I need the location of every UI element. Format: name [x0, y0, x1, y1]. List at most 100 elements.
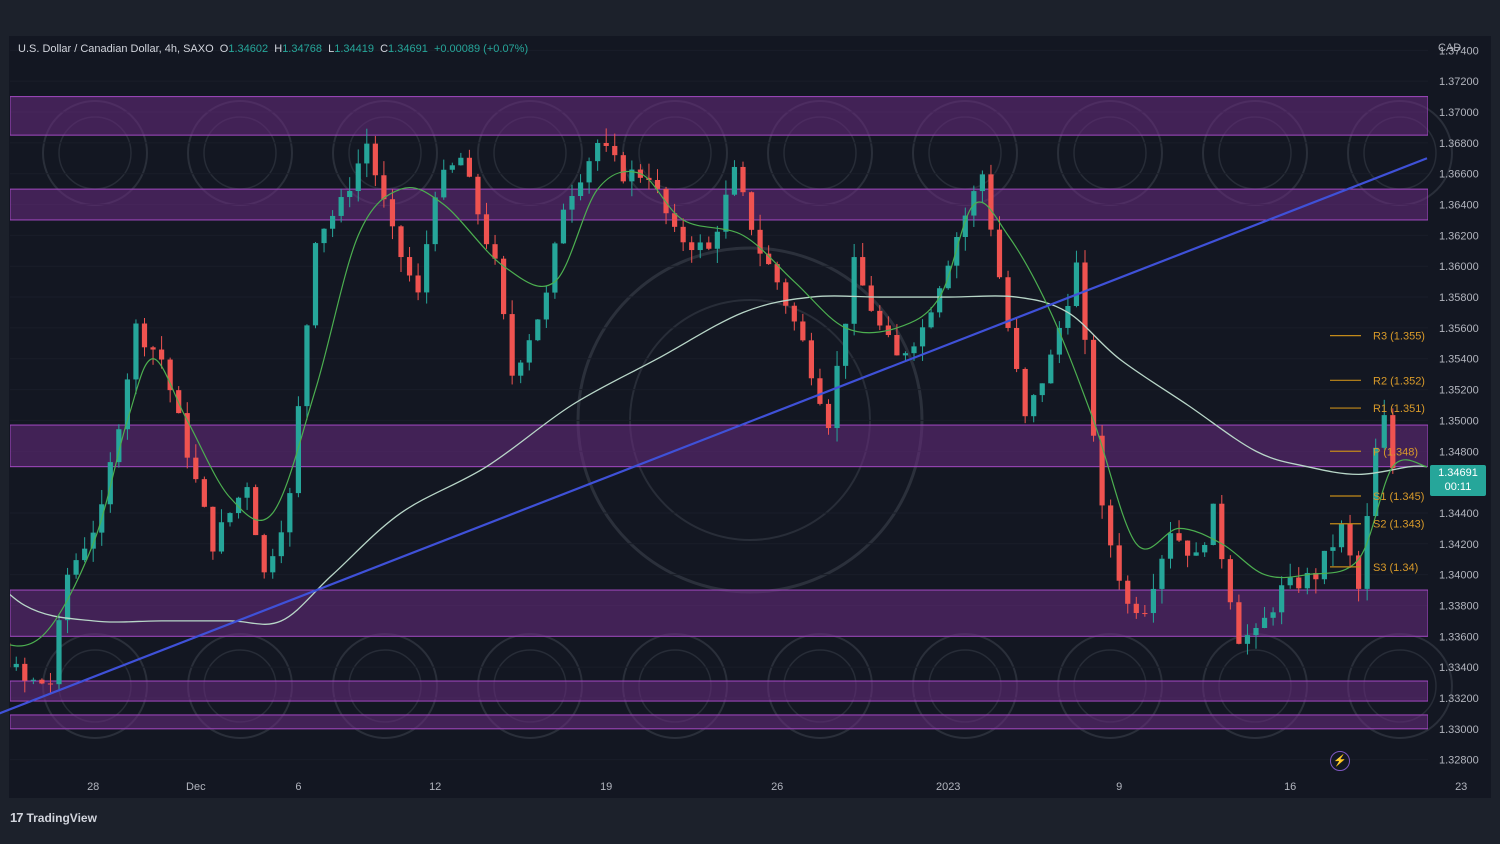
candle-body [1210, 503, 1216, 545]
candle-body [1142, 613, 1148, 615]
candle-body [646, 177, 652, 181]
candle-body [518, 362, 524, 376]
candle-body [1133, 603, 1139, 614]
time-tick-label: 28 [87, 781, 99, 793]
price-tick-label: 1.37000 [1439, 107, 1479, 119]
candle-body [116, 429, 122, 463]
resistance-support-zones [10, 96, 1428, 730]
candle-body [10, 642, 11, 668]
candle-body [47, 683, 54, 685]
time-tick-label: 9 [1116, 781, 1122, 793]
candle-body [278, 532, 284, 557]
candle-body [235, 497, 242, 514]
candle-body [1082, 262, 1088, 340]
tradingview-logo-icon: 17 [10, 810, 24, 825]
candle-body [1321, 550, 1327, 580]
candle-body [1022, 368, 1028, 417]
candle-body [731, 166, 738, 195]
candle-body [159, 349, 165, 360]
candle-body [1159, 558, 1165, 589]
candle-body [90, 532, 96, 549]
candle-body [800, 321, 806, 341]
candle-body [535, 319, 541, 341]
candle-body [877, 310, 883, 326]
candle-body [1261, 617, 1268, 628]
price-zone [10, 424, 1428, 468]
candle-body [697, 242, 703, 251]
price-tick-label: 1.37400 [1439, 45, 1479, 57]
candle-body [706, 242, 712, 249]
candle-body [672, 213, 678, 227]
symbol-title[interactable]: U.S. Dollar / Canadian Dollar, 4h, SAXO [18, 43, 214, 55]
candle-body [962, 215, 968, 237]
candle-body [133, 323, 139, 380]
lightning-icon[interactable]: ⚡ [1330, 751, 1350, 771]
candle-body [1356, 555, 1362, 589]
pivot-label: S2 (1.343) [1373, 519, 1424, 531]
candle-body [1202, 544, 1208, 553]
high-label: H [274, 43, 283, 55]
candle-body [449, 165, 455, 170]
candle-body [569, 196, 575, 210]
slow-moving-average [10, 295, 1428, 625]
candle-body [193, 457, 199, 480]
price-tick-label: 1.33200 [1439, 693, 1479, 705]
candle-body [748, 192, 755, 230]
currency-label: CAD [1438, 42, 1462, 54]
price-tick-label: 1.35400 [1439, 354, 1479, 366]
candle-body [937, 288, 943, 313]
candle-body [372, 143, 378, 176]
price-tick-label: 1.34800 [1439, 446, 1479, 458]
candle-body [458, 157, 464, 166]
candle-body [415, 275, 421, 293]
price-tick-label: 1.33000 [1439, 724, 1479, 736]
candle-body [338, 197, 344, 216]
time-axis[interactable]: 28 Dec 6 12 19 26 2023 9 16 23 [87, 781, 1467, 793]
candle-body [1330, 547, 1336, 551]
price-zone [10, 589, 1428, 637]
candle-body [851, 257, 857, 324]
trendline-group [0, 157, 1428, 715]
candle-body [501, 258, 507, 315]
bar-countdown: 00:11 [1444, 481, 1472, 493]
candle-body [928, 312, 934, 328]
candle-body [1056, 327, 1062, 355]
price-tick-label: 1.36400 [1439, 200, 1479, 212]
candle-body [1364, 516, 1370, 589]
pivot-label: R3 (1.355) [1373, 331, 1425, 343]
candle-body [723, 194, 729, 232]
price-tick-label: 1.36600 [1439, 169, 1479, 181]
price-tick-label: 1.35200 [1439, 385, 1479, 397]
moving-averages [10, 170, 1428, 647]
candle-body [1227, 559, 1233, 603]
high-value: 1.34768 [282, 43, 322, 55]
close-label: C [380, 43, 389, 55]
candle-body [73, 560, 79, 575]
candle-body [13, 663, 19, 668]
candle-body [586, 161, 592, 183]
tradingview-brand[interactable]: 17 TradingView [10, 810, 97, 825]
low-label: L [328, 43, 335, 55]
candle-body [689, 242, 695, 251]
candle-body [1193, 552, 1199, 556]
candle-body [107, 462, 113, 505]
candle-body [1287, 577, 1293, 586]
candle-body [620, 155, 626, 182]
candle-body [825, 403, 832, 429]
candle-body [312, 243, 319, 326]
candle-body [1244, 635, 1251, 644]
candle-body [398, 226, 404, 258]
price-axis[interactable]: 1.37400 1.37200 1.37000 1.36800 1.36600 1.364… [1439, 45, 1479, 766]
candle-body [1176, 533, 1182, 541]
candle-body [304, 325, 310, 407]
candle-body [1039, 383, 1045, 396]
price-tick-label: 1.34200 [1439, 539, 1479, 551]
chart-panel[interactable] [9, 36, 1491, 798]
last-price: 1.34691 [1438, 467, 1478, 479]
candle-body [526, 340, 532, 363]
candle-body [1390, 415, 1396, 469]
time-tick-label: 2023 [936, 781, 960, 793]
price-zone [10, 96, 1428, 136]
candle-body [321, 228, 327, 244]
